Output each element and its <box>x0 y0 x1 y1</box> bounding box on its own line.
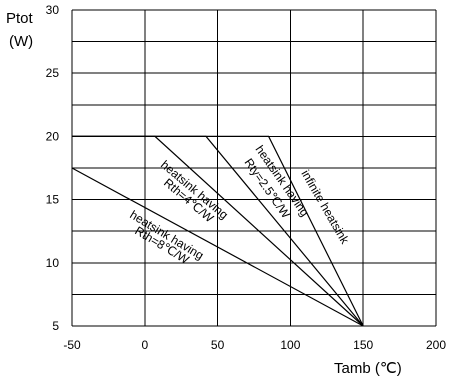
tick-labels: -50 0 50 100 150 200 5 10 15 20 25 30 <box>46 3 447 352</box>
y-tick-label: 20 <box>46 129 60 143</box>
y-axis-title-line1: Ptot <box>6 10 34 27</box>
x-tick-label: 0 <box>141 338 148 352</box>
series-lines <box>71 135 364 327</box>
x-axis-title: Tamb (℃) <box>334 360 402 377</box>
series-line <box>72 135 364 327</box>
y-tick-label: 25 <box>46 66 60 80</box>
y-tick-label: 10 <box>46 256 60 270</box>
x-tick-label: -50 <box>63 338 81 352</box>
y-axis-title-line2: (W) <box>9 33 33 50</box>
x-tick-label: 200 <box>426 338 446 352</box>
series-line <box>71 167 364 327</box>
y-tick-label: 5 <box>52 319 59 333</box>
y-tick-label: 30 <box>46 3 60 17</box>
x-tick-label: 100 <box>280 338 300 352</box>
y-tick-label: 15 <box>46 193 60 207</box>
x-tick-label: 50 <box>211 338 225 352</box>
x-tick-label: 150 <box>353 338 373 352</box>
